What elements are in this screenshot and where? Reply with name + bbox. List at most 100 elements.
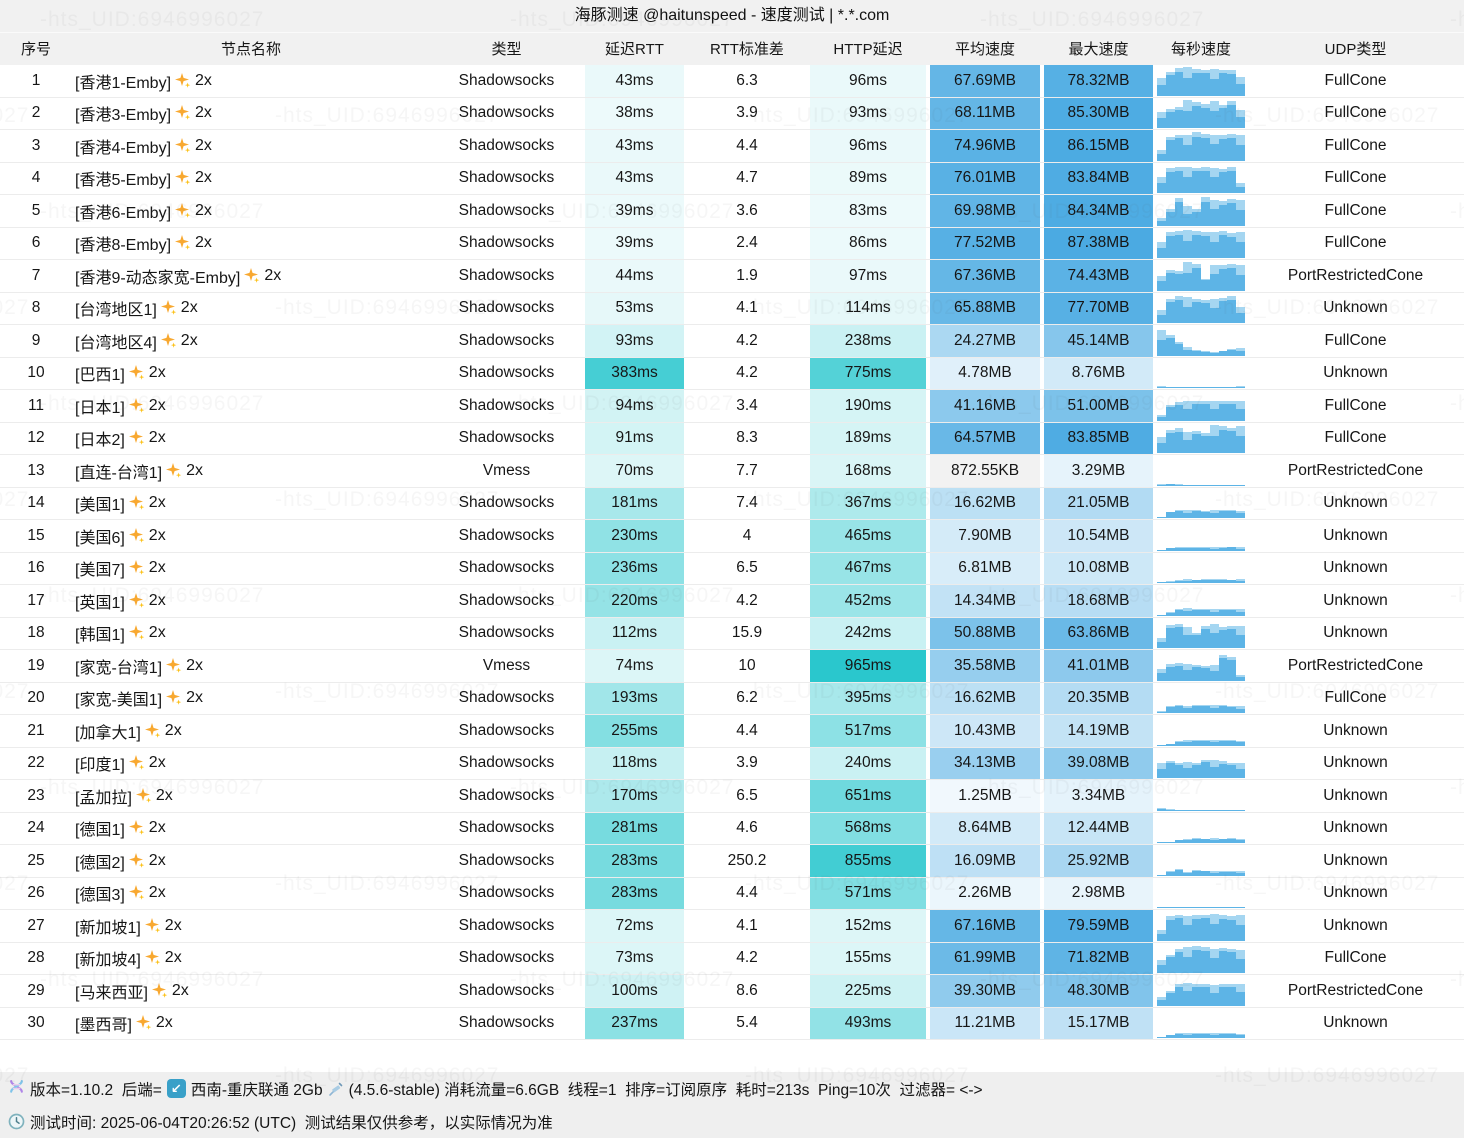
http-latency-fill: 493ms [810, 1007, 926, 1039]
speed-bar-slot [1165, 619, 1175, 648]
speed-bar [1200, 951, 1210, 973]
rtt-latency: 170ms [583, 780, 686, 812]
max-speed-fill: 79.59MB [1044, 910, 1153, 942]
max-speed: 51.00MB [1042, 390, 1155, 422]
speed-bar-slot [1192, 879, 1201, 908]
per-second-speed-cell [1155, 1008, 1247, 1040]
speed-bar [1165, 581, 1175, 583]
speed-bar-slot [1165, 359, 1175, 388]
per-second-speed-cell [1155, 98, 1247, 130]
speed-bar-slot [1157, 131, 1166, 161]
rtt-std: 4.2 [736, 331, 758, 349]
sparkle-icon [128, 755, 145, 771]
speed-bar [1174, 627, 1184, 648]
speed-bar-slot [1200, 944, 1210, 973]
udp-type: PortRestrictedCone [1287, 656, 1424, 674]
row-index: 16 [27, 559, 45, 577]
speed-bar-slot [1227, 554, 1237, 583]
rtt-latency-value: 94ms [615, 396, 654, 414]
node-name-label: [美国6] [75, 529, 125, 547]
sparkle-icon [160, 300, 177, 316]
speed-bar [1157, 673, 1166, 681]
avg-speed-value: 11.21MB [954, 1014, 1016, 1032]
rtt-std: 4.2 [736, 364, 758, 382]
avg-speed-fill: 76.01MB [930, 162, 1040, 194]
rtt-latency: 38ms [583, 97, 686, 129]
speed-bar [1165, 763, 1175, 778]
speed-bar [1218, 511, 1228, 518]
per-second-speed-cell [1155, 553, 1247, 585]
speed-bar-slot [1200, 489, 1210, 518]
speed-bar-slot [1227, 619, 1237, 648]
node-multiplier: 2x [148, 396, 166, 414]
speed-bar-slot [1209, 879, 1219, 908]
speed-bar [1192, 302, 1201, 323]
node-multiplier: 2x [148, 591, 166, 609]
speed-bar-slot [1165, 294, 1175, 323]
speed-bar [1227, 919, 1237, 941]
sparkle-icon [166, 462, 182, 479]
avg-speed-value: 39.30MB [953, 981, 1017, 999]
per-second-speed-cell [1155, 358, 1247, 390]
row-index: 19 [27, 656, 45, 674]
speed-bar-slot [1183, 261, 1193, 291]
speed-bar [1157, 934, 1166, 941]
speed-bar [1209, 353, 1219, 356]
udp-type: Unknown [1323, 786, 1388, 804]
speed-bar [1209, 992, 1219, 1006]
http-latency-fill: 89ms [810, 162, 926, 194]
max-speed: 15.17MB [1042, 1007, 1155, 1039]
col-index: 序号 [20, 41, 51, 58]
speed-bar [1157, 711, 1166, 713]
speed-bar-slot [1200, 1009, 1210, 1038]
dna-icon [8, 1080, 25, 1097]
speed-bar-slot [1157, 521, 1166, 551]
col-udp-type: UDP类型 [1324, 41, 1387, 58]
speed-bar-slot [1227, 326, 1237, 356]
speed-bar [1183, 240, 1193, 258]
speed-bar-slot [1218, 911, 1228, 941]
node-multiplier: 2x [195, 169, 212, 187]
per-second-speed-cell [1155, 975, 1247, 1007]
speed-bar [1227, 906, 1237, 908]
speed-bar-slot [1200, 99, 1210, 128]
speed-bar-slot [1157, 196, 1166, 226]
speed-bar-slot [1183, 229, 1193, 258]
speed-bar-slot [1209, 554, 1219, 583]
http-latency-fill: 190ms [810, 390, 926, 422]
node-type: Shadowsocks [458, 754, 555, 772]
speed-bar-slot [1236, 749, 1245, 778]
speed-bar [1192, 919, 1201, 941]
table-row: 23 [孟加拉] 2x Shadowsocks 170ms 6.5 651ms 1.25MB 3… [0, 780, 1464, 813]
http-latency-fill: 242ms [810, 617, 926, 649]
node-name-label: [香港8-Emby] [75, 237, 172, 255]
speed-bar-slot [1157, 294, 1166, 323]
speed-bar [1227, 609, 1237, 616]
sparkle-icon [144, 917, 161, 934]
speed-bar [1157, 281, 1166, 291]
speed-bar [1174, 547, 1184, 551]
max-speed-fill: 78.32MB [1044, 65, 1153, 97]
node-name-label: [英国1] [75, 594, 125, 612]
avg-speed: 10.43MB [928, 715, 1042, 747]
http-latency-value: 97ms [849, 266, 887, 284]
avg-speed-value: 69.98MB [953, 201, 1017, 219]
speed-bar-slot [1209, 781, 1219, 811]
speed-bar-slot [1227, 781, 1237, 811]
speed-bar-slot [1192, 131, 1201, 161]
http-latency-fill: 189ms [810, 422, 926, 454]
speed-bar-slot [1236, 716, 1245, 746]
per-second-speed-cell [1155, 683, 1247, 715]
speed-bar-slot [1218, 131, 1228, 161]
speed-bar-slot [1227, 911, 1237, 941]
row-index: 10 [27, 364, 45, 382]
speed-bar [1174, 110, 1184, 128]
node-type: Shadowsocks [458, 169, 555, 187]
speed-bar [1157, 182, 1166, 193]
sparkle-icon [128, 592, 145, 609]
speed-bar [1157, 582, 1166, 583]
speed-bar [1227, 267, 1237, 291]
speed-bar [1192, 765, 1201, 778]
speed-bar [1227, 764, 1237, 778]
table-row: 3 [香港4-Emby] 2x Shadowsocks 43ms 4.4 96ms 74.96… [0, 130, 1464, 163]
